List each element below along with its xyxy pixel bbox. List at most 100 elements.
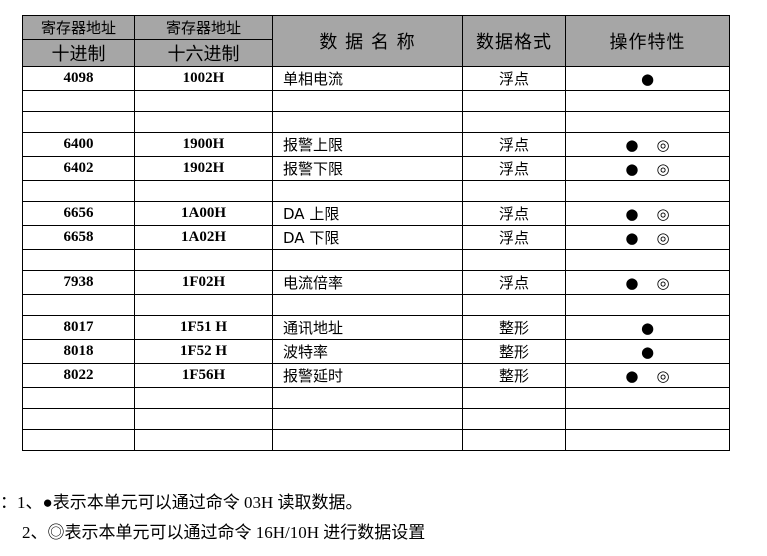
notes: ：1、●表示本单元可以通过命令 03H 读取数据。 2、◎表示本单元可以通过命令… xyxy=(0,488,425,548)
write-circle-icon: ◎ xyxy=(656,204,670,223)
cell-hex-address xyxy=(134,249,273,271)
cell-data-name: 报警下限 xyxy=(272,156,463,181)
cell-dec-address: 7938 xyxy=(22,270,135,295)
cell-operation: ● ◎ xyxy=(565,156,730,181)
cell-dec-address: 4098 xyxy=(22,66,135,91)
cell-hex-address xyxy=(134,294,273,316)
cell-data-format xyxy=(462,111,566,133)
cell-data-format xyxy=(462,387,566,409)
cell-data-format: 整形 xyxy=(462,315,566,340)
cell-dec-address xyxy=(22,429,135,451)
cell-data-name: DA 下限 xyxy=(272,225,463,250)
cell-data-format: 整形 xyxy=(462,339,566,364)
cell-data-format xyxy=(462,408,566,430)
cell-dec-address xyxy=(22,90,135,112)
cell-data-format: 浮点 xyxy=(462,270,566,295)
read-dot-icon: ● xyxy=(640,69,655,88)
header-name: 数 据 名 称 xyxy=(272,15,463,67)
cell-data-format xyxy=(462,429,566,451)
table-row: 6400 1900H 报警上限 浮点 ● ◎ xyxy=(22,132,730,157)
cell-operation xyxy=(565,111,730,133)
table-row: 4098 1002H 单相电流 浮点 ● xyxy=(22,66,730,91)
cell-hex-address: 1002H xyxy=(134,66,273,91)
table-row xyxy=(22,90,730,112)
cell-dec-address xyxy=(22,111,135,133)
table-row: 6658 1A02H DA 下限 浮点 ● ◎ xyxy=(22,225,730,250)
cell-hex-address xyxy=(134,408,273,430)
cell-data-name xyxy=(272,180,463,202)
cell-hex-address xyxy=(134,180,273,202)
cell-data-name: 报警延时 xyxy=(272,363,463,388)
write-circle-icon: ◎ xyxy=(656,366,670,385)
cell-data-name xyxy=(272,294,463,316)
cell-dec-address: 6656 xyxy=(22,201,135,226)
cell-operation xyxy=(565,294,730,316)
cell-operation: ● xyxy=(565,339,730,364)
cell-hex-address xyxy=(134,387,273,409)
cell-data-format xyxy=(462,180,566,202)
table-row xyxy=(22,408,730,430)
cell-data-format: 浮点 xyxy=(462,132,566,157)
write-circle-icon: ◎ xyxy=(656,159,670,178)
cell-data-name xyxy=(272,90,463,112)
cell-data-format: 浮点 xyxy=(462,66,566,91)
table-row: 6402 1902H 报警下限 浮点 ● ◎ xyxy=(22,156,730,181)
header-addr-hex-top: 寄存器地址 xyxy=(134,15,273,40)
cell-dec-address xyxy=(22,249,135,271)
cell-operation xyxy=(565,408,730,430)
cell-dec-address: 6658 xyxy=(22,225,135,250)
write-circle-icon: ◎ xyxy=(656,228,670,247)
cell-operation: ● ◎ xyxy=(565,363,730,388)
read-dot-icon: ● xyxy=(625,366,639,385)
note-read: ：1、●表示本单元可以通过命令 03H 读取数据。 xyxy=(0,493,363,512)
cell-hex-address: 1900H xyxy=(134,132,273,157)
cell-data-format xyxy=(462,294,566,316)
read-dot-icon: ● xyxy=(640,318,655,337)
table-row xyxy=(22,294,730,316)
cell-operation xyxy=(565,387,730,409)
table-row: 7938 1F02H 电流倍率 浮点 ● ◎ xyxy=(22,270,730,295)
cell-dec-address: 8022 xyxy=(22,363,135,388)
cell-operation xyxy=(565,249,730,271)
write-circle-icon: ◎ xyxy=(656,135,670,154)
cell-dec-address xyxy=(22,294,135,316)
header-format: 数据格式 xyxy=(462,15,566,67)
cell-hex-address: 1F02H xyxy=(134,270,273,295)
table-row: 8022 1F56H 报警延时 整形 ● ◎ xyxy=(22,363,730,388)
write-circle-icon: ◎ xyxy=(656,273,670,292)
cell-data-format xyxy=(462,249,566,271)
register-table: 寄存器地址 寄存器地址 数 据 名 称 数据格式 操作特性 十进制 十六进制 4… xyxy=(22,15,730,451)
cell-dec-address: 8017 xyxy=(22,315,135,340)
cell-data-name xyxy=(272,111,463,133)
cell-data-name xyxy=(272,249,463,271)
cell-operation xyxy=(565,180,730,202)
header-addr-hex-bottom: 十六进制 xyxy=(134,39,273,67)
cell-data-format: 浮点 xyxy=(462,225,566,250)
read-dot-icon: ● xyxy=(625,204,639,223)
cell-hex-address: 1F51 H xyxy=(134,315,273,340)
cell-operation xyxy=(565,90,730,112)
cell-data-name: 波特率 xyxy=(272,339,463,364)
read-dot-icon: ● xyxy=(625,135,639,154)
table-row: 8017 1F51 H 通讯地址 整形 ● xyxy=(22,315,730,340)
cell-data-format xyxy=(462,90,566,112)
read-dot-icon: ● xyxy=(625,159,639,178)
cell-data-name: DA 上限 xyxy=(272,201,463,226)
cell-operation: ● ◎ xyxy=(565,201,730,226)
cell-dec-address: 6402 xyxy=(22,156,135,181)
cell-operation xyxy=(565,429,730,451)
cell-hex-address: 1F52 H xyxy=(134,339,273,364)
cell-dec-address: 6400 xyxy=(22,132,135,157)
cell-hex-address xyxy=(134,429,273,451)
table-row xyxy=(22,429,730,451)
cell-operation: ● ◎ xyxy=(565,132,730,157)
cell-data-format: 整形 xyxy=(462,363,566,388)
cell-data-name: 通讯地址 xyxy=(272,315,463,340)
cell-data-name xyxy=(272,429,463,451)
cell-hex-address: 1A02H xyxy=(134,225,273,250)
cell-data-format: 浮点 xyxy=(462,156,566,181)
table-row xyxy=(22,387,730,409)
table-row xyxy=(22,249,730,271)
header-operation: 操作特性 xyxy=(565,15,730,67)
table-row xyxy=(22,111,730,133)
